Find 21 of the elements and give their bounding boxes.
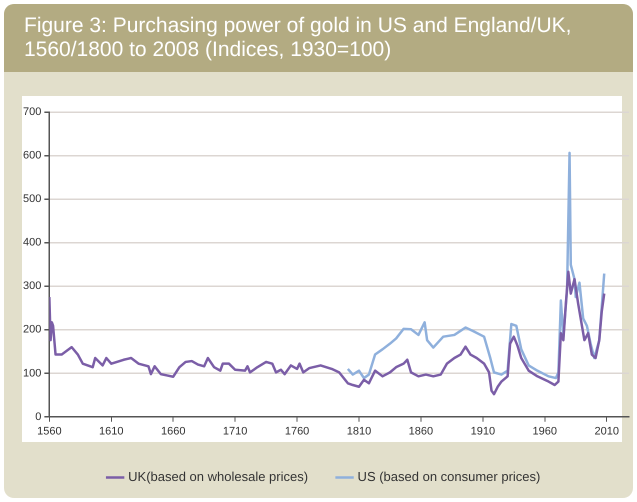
legend-label: UK(based on wholesale prices) — [128, 469, 308, 484]
y-tick-label: 100 — [22, 367, 42, 380]
x-tick-label: 1610 — [99, 425, 124, 438]
y-tick-label: 400 — [22, 236, 42, 249]
legend-label: US (based on consumer prices) — [358, 469, 540, 484]
x-tick-label: 1860 — [408, 425, 434, 438]
x-tick-label: 1560 — [37, 425, 62, 438]
x-tick-label: 1710 — [222, 425, 248, 438]
y-tick-label: 0 — [35, 410, 42, 423]
y-tick-label: 700 — [22, 106, 42, 118]
y-tick-label: 300 — [22, 280, 42, 292]
x-tick-label: 1960 — [532, 425, 558, 438]
y-tick-label: 500 — [22, 193, 42, 206]
y-tick-label: 600 — [22, 150, 42, 162]
x-tick-label: 1760 — [284, 425, 310, 438]
y-tick-label: 200 — [22, 324, 42, 336]
x-tick-label: 1810 — [346, 425, 372, 438]
chart-title: Figure 3: Purchasing power of gold in US and England/UK, 1560/1800 to 2008 (Indices, 1930=100) — [24, 14, 572, 62]
x-tick-label: 1660 — [160, 425, 186, 438]
x-tick-label: 2010 — [594, 425, 619, 438]
x-tick-label: 1910 — [470, 425, 496, 438]
